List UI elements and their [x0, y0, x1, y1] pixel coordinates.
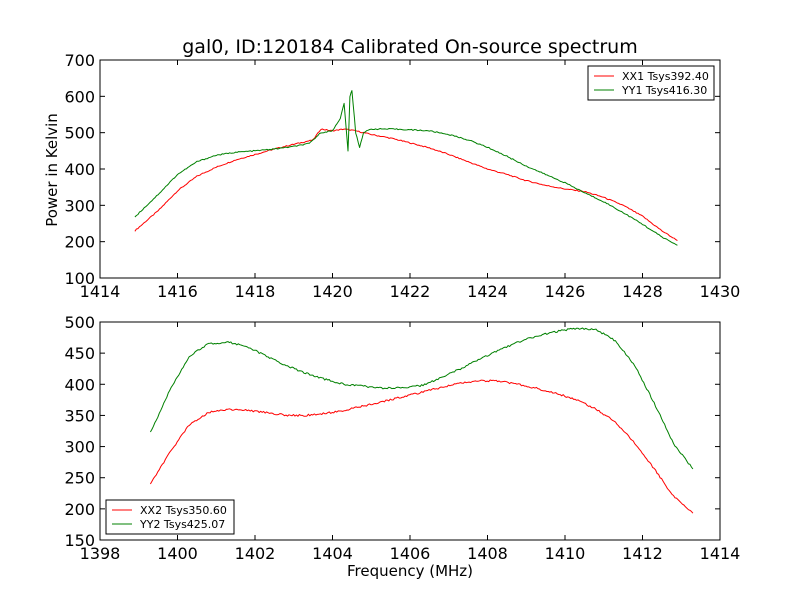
legend-entry: XX2 Tsys350.60	[140, 504, 227, 517]
x-tick-label: 1418	[235, 282, 276, 301]
y-tick-label: 350	[64, 406, 95, 425]
y-tick-label: 450	[64, 344, 95, 363]
y-tick-label: 300	[64, 438, 95, 457]
y-tick-label: 400	[64, 160, 95, 179]
legend-entry: YY2 Tsys425.07	[139, 518, 225, 531]
legend-entry: YY1 Tsys416.30	[621, 84, 707, 97]
x-tick-label: 1426	[545, 282, 586, 301]
y-tick-label: 200	[64, 500, 95, 519]
series-line-1-0	[149, 379, 694, 514]
x-tick-label: 1404	[312, 544, 353, 563]
legend-frame	[105, 499, 235, 535]
y-axis-label-top: Power in Kelvin	[43, 113, 61, 227]
x-tick-label: 1398	[80, 544, 121, 563]
x-tick-label: 1408	[467, 544, 508, 563]
series-line-0-0	[134, 128, 678, 242]
y-tick-label: 300	[64, 196, 95, 215]
x-tick-label: 1422	[390, 282, 431, 301]
series-line-1-1	[149, 327, 694, 470]
x-axis-label-bottom: Frequency (MHz)	[347, 562, 473, 580]
x-tick-label: 1402	[235, 544, 276, 563]
top-spectrum-plot: 1414 1416 1418 1420 1422 1424 1426 1428 1430 100 2…	[64, 51, 740, 301]
y-tick-label: 500	[64, 313, 95, 332]
x-tick-label: 1416	[157, 282, 198, 301]
x-tick-label: 1400	[157, 544, 198, 563]
x-tick-label: 1420	[312, 282, 353, 301]
y-tick-label: 150	[64, 531, 95, 550]
y-tick-label: 100	[64, 269, 95, 288]
y-tick-label: 600	[64, 87, 95, 106]
x-tick-label: 1410	[545, 544, 586, 563]
x-tick-label: 1406	[390, 544, 431, 563]
x-tick-label: 1428	[622, 282, 663, 301]
x-tick-label: 1412	[622, 544, 663, 563]
y-tick-label: 500	[64, 124, 95, 143]
y-tick-label: 700	[64, 51, 95, 70]
bottom-spectrum-plot: 1398 1400 1402 1404 1406 1408 1410 1412 1414 150 2…	[64, 313, 740, 563]
x-tick-label: 1414	[80, 282, 121, 301]
y-tick-label: 200	[64, 233, 95, 252]
x-tick-label: 1430	[700, 282, 741, 301]
legend-frame	[587, 65, 715, 101]
series-line-0-1	[134, 90, 678, 246]
y-tick-label: 250	[64, 469, 95, 488]
x-tick-label: 1414	[700, 544, 741, 563]
x-tick-label: 1424	[467, 282, 508, 301]
chart-title: gal0, ID:120184 Calibrated On-source spe…	[182, 36, 637, 58]
y-tick-label: 400	[64, 375, 95, 394]
legend-entry: XX1 Tsys392.40	[622, 70, 709, 83]
